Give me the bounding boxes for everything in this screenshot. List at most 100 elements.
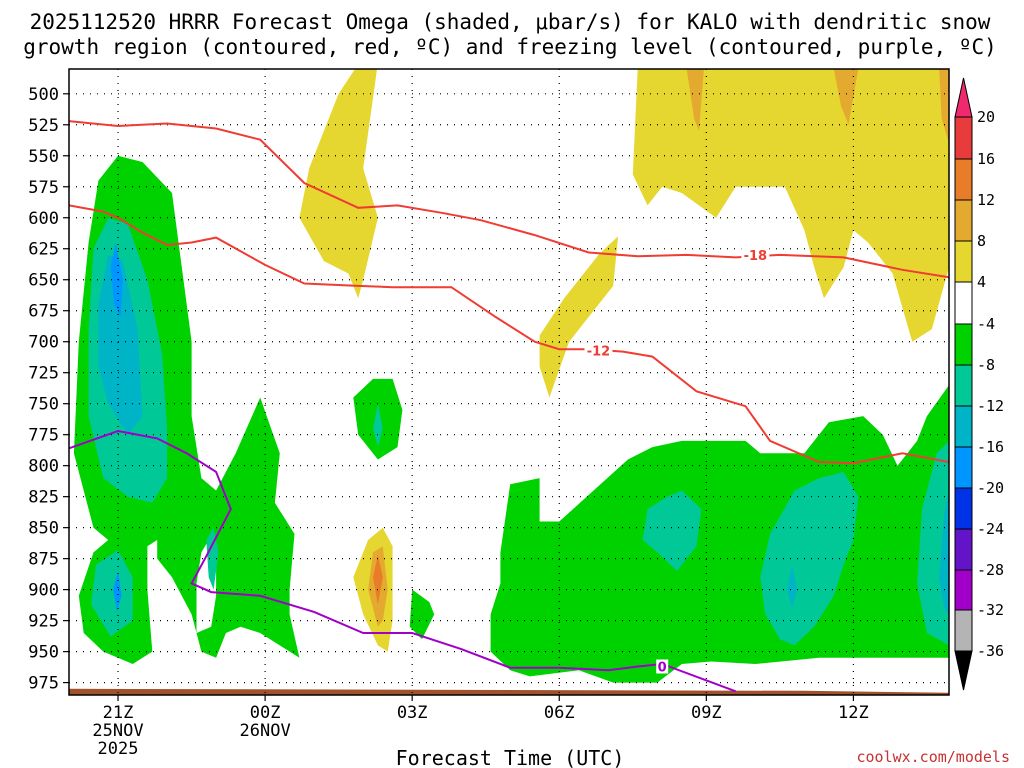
omega-region-upper-right-yellow bbox=[632, 69, 949, 342]
colorbar-band bbox=[954, 281, 973, 325]
colorbar-band bbox=[954, 240, 973, 283]
contour-lines bbox=[69, 120, 949, 693]
y-tick-label: 675 bbox=[28, 302, 59, 322]
colorbar-top-arrow bbox=[954, 77, 973, 118]
contour-0 bbox=[69, 429, 737, 693]
omega-region-right-teal-1 bbox=[642, 490, 702, 571]
colorbar-band bbox=[954, 158, 973, 201]
y-tick-label: 700 bbox=[28, 333, 59, 353]
colorbar-tick-label: -20 bbox=[977, 479, 1004, 497]
x-tick-label: 2025 bbox=[98, 739, 139, 759]
omega-region-mid-teal-blob bbox=[373, 403, 383, 448]
y-tick-label: 950 bbox=[28, 643, 59, 663]
colorbar-tick-label: -8 bbox=[977, 356, 995, 374]
contour-labels: -18 -12 0 bbox=[584, 247, 770, 675]
x-tick-label: 03Z bbox=[397, 703, 428, 723]
contour--12 bbox=[69, 204, 949, 465]
y-tick-label: 850 bbox=[28, 519, 59, 539]
y-tick-label: 550 bbox=[28, 147, 59, 167]
y-tick-label: 800 bbox=[28, 457, 59, 477]
omega-region-upper-orange-3 bbox=[939, 69, 949, 144]
y-tick-label: 825 bbox=[28, 488, 59, 508]
x-axis-label: Forecast Time (UTC) bbox=[396, 746, 625, 768]
omega-region-right-cyan-dot bbox=[787, 564, 797, 609]
contour-label: -18 bbox=[744, 249, 768, 264]
omega-region-orange-core-lower bbox=[373, 554, 383, 605]
colorbar-band bbox=[954, 609, 973, 652]
omega-region-mid-teal-sliver bbox=[206, 527, 219, 590]
omega-region-small-green-lower bbox=[409, 589, 435, 640]
y-tick-label: 750 bbox=[28, 395, 59, 415]
omega-region-low-left-teal bbox=[91, 550, 133, 637]
x-tick-label: 06Z bbox=[544, 703, 575, 723]
omega-region-upper-orange-2 bbox=[833, 69, 859, 125]
colorbar-tick-label: -16 bbox=[977, 438, 1004, 456]
credit-text: coolwx.com/models bbox=[856, 748, 1010, 766]
plot-frame bbox=[68, 68, 950, 696]
y-tick-label: 650 bbox=[28, 271, 59, 291]
y-axis: 500 525 550 575 600 625 650 675 700 725 750 775 800 8… bbox=[28, 85, 69, 694]
omega-region-left-cyan-column bbox=[98, 254, 143, 435]
contour-label: 0 bbox=[658, 660, 667, 675]
colorbar-band bbox=[954, 199, 973, 242]
colorbar-band bbox=[954, 364, 973, 407]
y-tick-label: 925 bbox=[28, 612, 59, 632]
contour-label: -12 bbox=[587, 344, 611, 359]
colorbar-tick-label: 12 bbox=[977, 191, 995, 209]
omega-region-left-blue-core bbox=[110, 242, 123, 317]
colorbar-band bbox=[954, 487, 973, 530]
y-tick-label: 625 bbox=[28, 240, 59, 260]
omega-region-upper-orange-1 bbox=[686, 69, 704, 131]
chart-title-line-2: growth region (contoured, red, ºC) and f… bbox=[23, 35, 997, 59]
contour-label-bg bbox=[584, 343, 613, 358]
chart-title-line-1: 2025112520 HRRR Forecast Omega (shaded, … bbox=[30, 10, 991, 34]
x-tick-label: 00Z bbox=[250, 703, 281, 723]
contour-label-bg bbox=[741, 247, 770, 262]
x-tick-label: 26NOV bbox=[240, 721, 291, 741]
colorbar-band bbox=[954, 569, 973, 611]
omega-region-low-left-blue bbox=[113, 571, 122, 612]
omega-region-right-teal-2 bbox=[760, 471, 859, 646]
y-tick-label: 775 bbox=[28, 426, 59, 446]
y-tick-label: 575 bbox=[28, 178, 59, 198]
y-tick-label: 975 bbox=[28, 674, 59, 694]
ground-surface bbox=[69, 688, 949, 695]
x-tick-label: 12Z bbox=[838, 703, 869, 723]
omega-region-right-cyan-edge bbox=[939, 490, 949, 615]
colorbar-band bbox=[954, 116, 973, 160]
omega-region-mid-yellow bbox=[539, 236, 619, 398]
colorbar-band bbox=[954, 405, 973, 448]
colorbar-tick-label: 4 bbox=[977, 273, 986, 291]
colorbar-band bbox=[954, 323, 973, 366]
y-tick-label: 900 bbox=[28, 581, 59, 601]
colorbar-tick-label: 16 bbox=[977, 150, 995, 168]
y-tick-label: 525 bbox=[28, 116, 59, 136]
contour-label-bg bbox=[656, 659, 669, 674]
colorbar: 20 16 12 8 4 -4 -8 -12 -16 -20 -24 -28 -32 -36 bbox=[954, 77, 1004, 691]
x-tick-label: 21Z bbox=[103, 703, 134, 723]
colorbar-tick-label: -4 bbox=[977, 315, 995, 333]
y-tick-label: 500 bbox=[28, 85, 59, 105]
omega-region-snow-growth-upper-yellow bbox=[299, 69, 378, 299]
y-tick-label: 600 bbox=[28, 209, 59, 229]
y-tick-label: 875 bbox=[28, 550, 59, 570]
colorbar-tick-label: -12 bbox=[977, 397, 1004, 415]
colorbar-band bbox=[954, 528, 973, 571]
colorbar-tick-label: -24 bbox=[977, 520, 1004, 538]
x-tick-label: 25NOV bbox=[92, 721, 143, 741]
y-tick-label: 725 bbox=[28, 364, 59, 384]
colorbar-tick-label: 8 bbox=[977, 232, 986, 250]
omega-region-right-teal-3 bbox=[917, 440, 949, 646]
colorbar-tick-label: -32 bbox=[977, 601, 1004, 619]
colorbar-tick-label: -28 bbox=[977, 561, 1004, 579]
x-tick-label: 09Z bbox=[691, 703, 722, 723]
colorbar-tick-label: 20 bbox=[977, 108, 995, 126]
colorbar-tick-label: -36 bbox=[977, 642, 1004, 660]
omega-shading bbox=[73, 69, 949, 683]
colorbar-bottom-arrow bbox=[954, 650, 973, 691]
omega-region-right-green-main bbox=[490, 385, 949, 683]
terrain-ground bbox=[69, 688, 949, 695]
contour--18 bbox=[69, 120, 949, 279]
